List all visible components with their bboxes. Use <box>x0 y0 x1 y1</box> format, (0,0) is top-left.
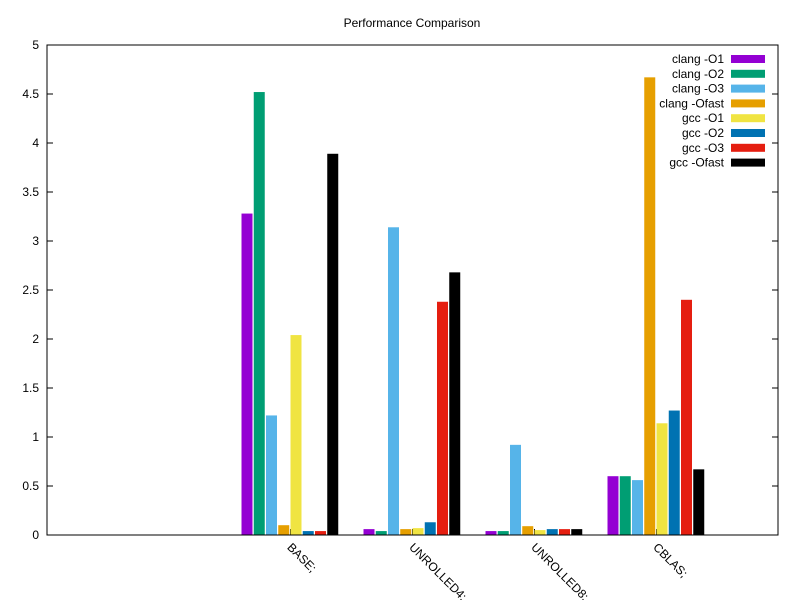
x-tick-labels: BASE; UNROLLED4; UNROLLED8; CBLAS; <box>284 540 690 600</box>
bar <box>681 300 692 535</box>
legend-label: clang -O2 <box>672 67 724 81</box>
bar <box>669 411 680 535</box>
legend-swatch <box>731 85 765 93</box>
legend-swatch <box>731 70 765 78</box>
bar <box>437 302 448 535</box>
bar <box>364 529 375 535</box>
y-tick-label: 5 <box>32 38 39 52</box>
bar <box>571 529 582 535</box>
bar <box>266 415 277 535</box>
bar <box>291 335 302 535</box>
bar <box>388 227 399 535</box>
bar <box>278 525 289 535</box>
bar <box>400 529 411 535</box>
legend-swatch <box>731 159 765 167</box>
legend-label: clang -O1 <box>672 52 724 66</box>
x-tick-label: UNROLLED4; <box>406 540 469 600</box>
bar <box>449 272 460 535</box>
y-tick-label: 1 <box>32 430 39 444</box>
x-tick-label: UNROLLED8; <box>528 540 591 600</box>
bar <box>547 529 558 535</box>
y-tick-label: 4 <box>32 136 39 150</box>
bar <box>632 480 643 535</box>
y-tick-label: 3 <box>32 234 39 248</box>
legend-label: clang -Ofast <box>659 96 724 110</box>
bar <box>315 531 326 535</box>
plot-frame <box>47 45 778 535</box>
bar <box>693 469 704 535</box>
legend-label: gcc -O1 <box>682 111 724 125</box>
y-tick-label: 0.5 <box>22 479 39 493</box>
bar <box>559 529 570 535</box>
legend-swatch <box>731 129 765 137</box>
y-tick-label: 1.5 <box>22 381 39 395</box>
bar <box>486 531 497 535</box>
bar <box>620 476 631 535</box>
x-tick-label: CBLAS; <box>650 540 690 580</box>
bar <box>657 423 668 535</box>
legend-swatch <box>731 144 765 152</box>
legend-label: gcc -O3 <box>682 141 724 155</box>
bar <box>535 530 546 535</box>
bar <box>608 476 619 535</box>
bar <box>303 531 314 535</box>
bar <box>644 77 655 535</box>
legend-swatch <box>731 55 765 63</box>
bar <box>254 92 265 535</box>
y-tick-label: 0 <box>32 528 39 542</box>
bar <box>327 154 338 535</box>
bars <box>242 77 705 535</box>
y-tick-label: 2.5 <box>22 283 39 297</box>
y-tick-label: 4.5 <box>22 87 39 101</box>
bar <box>498 531 509 535</box>
legend-swatch <box>731 114 765 122</box>
legend-label: gcc -O2 <box>682 126 724 140</box>
bar <box>522 526 533 535</box>
bar <box>510 445 521 535</box>
legend-label: gcc -Ofast <box>669 156 724 170</box>
y-tick-label: 3.5 <box>22 185 39 199</box>
bar <box>242 214 253 535</box>
y-tick-label: 2 <box>32 332 39 346</box>
legend-label: clang -O3 <box>672 82 724 96</box>
chart-title: Performance Comparison <box>344 16 481 30</box>
x-tick-label: BASE; <box>284 540 319 575</box>
bar <box>413 528 424 535</box>
bar <box>425 522 436 535</box>
legend-swatch <box>731 99 765 107</box>
bar <box>376 531 387 535</box>
